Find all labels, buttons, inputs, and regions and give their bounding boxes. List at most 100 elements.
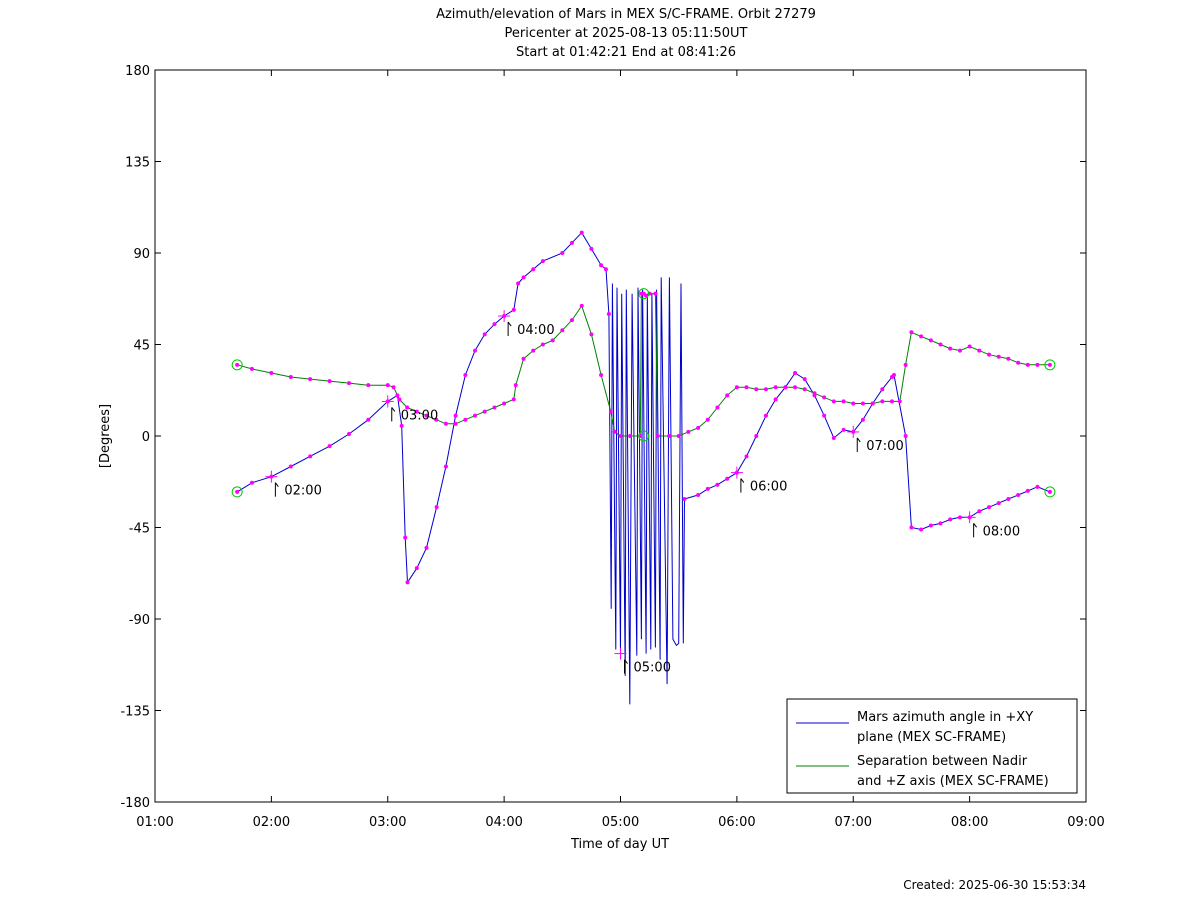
sample-point (705, 486, 710, 491)
sample-point (705, 417, 710, 422)
sample-point (550, 338, 555, 343)
sample-point (696, 425, 701, 430)
sample-point (1006, 497, 1011, 502)
sample-point (822, 413, 827, 418)
sample-point (773, 397, 778, 402)
sample-point (1047, 362, 1052, 367)
endpoint-marker (638, 430, 650, 442)
sample-point (841, 427, 846, 432)
x-axis-label: Time of day UT (570, 837, 669, 852)
y-tick-label: 0 (142, 430, 150, 445)
sample-point (987, 352, 992, 357)
azimuth-series-line (236, 231, 1051, 705)
sample-point (618, 434, 623, 438)
sample-point (812, 391, 817, 396)
endpoint-marker (231, 359, 243, 371)
sample-point (482, 332, 487, 337)
sample-point (841, 399, 846, 404)
sample-point (763, 413, 768, 418)
sample-point (1035, 362, 1040, 367)
sample-point (948, 346, 953, 351)
hour-arrow-head (740, 478, 745, 483)
sample-point (403, 535, 408, 540)
sample-point (579, 303, 584, 308)
sample-point (682, 497, 687, 502)
legend-label-azimuth-1: Mars azimuth angle in +XY (857, 710, 1033, 725)
sample-point (628, 434, 633, 438)
sample-point (608, 409, 613, 414)
axes: 01:00 02:00 03:00 04:00 05:00 06:00 07:00 08:00… (120, 64, 1104, 830)
sample-point (366, 417, 371, 422)
x-tick-label: 01:00 (136, 815, 173, 830)
sample-point (589, 246, 594, 251)
sample-point (686, 429, 691, 434)
chart-title: Azimuth/elevation of Mars in MEX S/C-FRA… (436, 7, 816, 60)
sample-point (599, 263, 604, 268)
title-line-2: Pericenter at 2025-08-13 05:11:50UT (504, 26, 747, 41)
sample-point (463, 417, 468, 422)
series-layer (236, 231, 1051, 705)
sample-point (802, 377, 807, 382)
sample-point (269, 370, 274, 375)
sample-point (463, 373, 468, 377)
sample-point (516, 281, 521, 286)
sample-point (569, 240, 574, 245)
sample-point (909, 525, 914, 530)
sample-point (327, 379, 332, 384)
sample-point (235, 489, 240, 494)
sample-point (667, 434, 672, 438)
sample-point (288, 464, 293, 469)
sample-point (540, 259, 545, 264)
sample-point (996, 354, 1001, 359)
hour-arrow-head (973, 523, 978, 528)
sample-point (676, 434, 681, 438)
sample-point (405, 405, 410, 410)
hour-arrow-head (391, 407, 396, 412)
hour-arrow-head (624, 659, 628, 664)
sample-point (860, 417, 865, 422)
marker-layer (231, 230, 1056, 585)
sample-point (249, 480, 254, 485)
sample-point (870, 401, 875, 406)
endpoint-marker (1044, 359, 1056, 371)
sample-point (531, 348, 536, 353)
sample-point (754, 387, 759, 392)
sample-point (891, 373, 896, 377)
legend-label-separation-1: Separation between Nadir (857, 754, 1028, 769)
y-tick-label: 90 (133, 247, 150, 262)
sample-point (880, 387, 885, 392)
y-tick-label: 180 (125, 64, 150, 79)
sample-point (612, 429, 617, 434)
sample-point (1025, 362, 1030, 367)
sample-point (366, 383, 371, 388)
sample-point (521, 356, 526, 361)
sample-point (346, 381, 351, 386)
sample-point (909, 330, 914, 335)
y-tick-label: 45 (133, 339, 150, 354)
sample-point (513, 383, 518, 388)
sample-point (734, 385, 739, 390)
sample-point (653, 291, 658, 296)
endpoint-marker (638, 288, 650, 300)
sample-point (443, 421, 448, 426)
sample-point (831, 436, 836, 441)
sample-point (443, 464, 448, 469)
legend-label-separation-2: and +Z axis (MEX SC-FRAME) (857, 774, 1049, 789)
x-tick-label: 04:00 (485, 815, 522, 830)
sample-point (744, 385, 749, 390)
sample-point (473, 348, 478, 353)
sample-point (599, 373, 604, 377)
sample-point (754, 434, 759, 438)
sample-point (395, 393, 400, 398)
sample-point (502, 401, 507, 406)
sample-point (569, 318, 574, 323)
x-tick-label: 09:00 (1067, 815, 1104, 830)
hour-annotation-label: 07:00 (866, 439, 903, 454)
y-tick-label: -135 (120, 705, 150, 720)
sample-point (880, 399, 885, 404)
sample-point (793, 385, 798, 390)
sample-point (903, 362, 908, 367)
sample-point (928, 523, 933, 528)
x-tick-label: 02:00 (253, 815, 290, 830)
